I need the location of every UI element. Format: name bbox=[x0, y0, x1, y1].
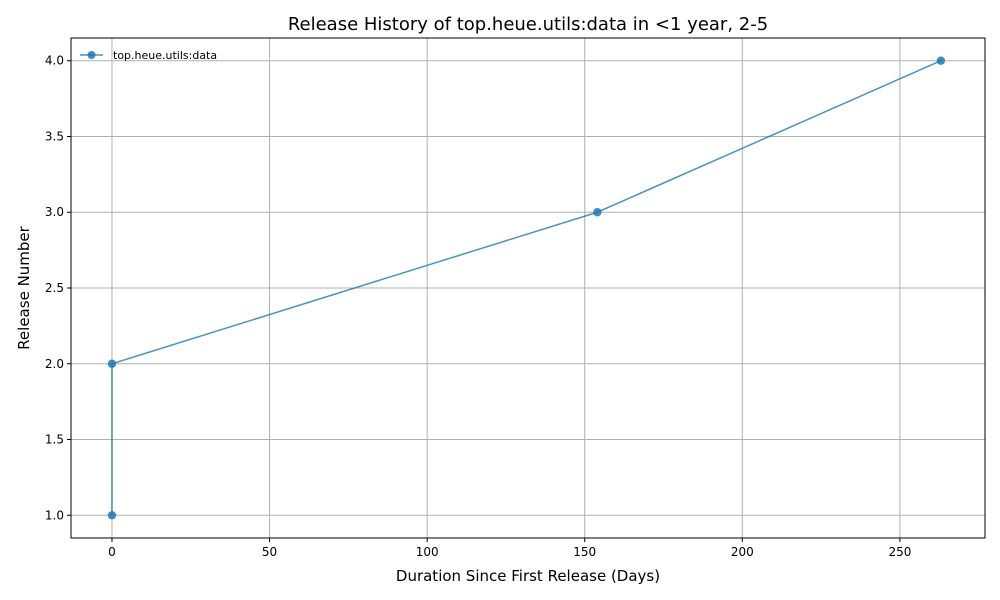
series-line bbox=[111, 60, 942, 516]
y-tick-label: 3.0 bbox=[45, 205, 64, 219]
x-tick-label: 0 bbox=[108, 545, 116, 559]
legend-entry-label: top.heue.utils:data bbox=[113, 49, 217, 62]
x-tick-label: 150 bbox=[573, 545, 596, 559]
data-point bbox=[107, 511, 117, 520]
x-axis-ticks: 0 50 100 150 200 250 bbox=[108, 538, 911, 559]
grid-lines bbox=[71, 38, 985, 538]
chart-title: Release History of top.heue.utils:data i… bbox=[288, 14, 768, 35]
data-point bbox=[936, 56, 946, 65]
data-point bbox=[593, 208, 602, 217]
x-tick-label: 100 bbox=[416, 545, 439, 559]
y-axis-ticks: 1.0 1.5 2.0 2.5 3.0 3.5 4.0 bbox=[45, 54, 71, 522]
data-point bbox=[107, 359, 117, 368]
y-tick-label: 4.0 bbox=[45, 54, 64, 68]
legend: top.heue.utils:data bbox=[80, 49, 217, 62]
y-tick-label: 2.5 bbox=[45, 281, 64, 295]
y-axis-label: Release Number bbox=[15, 225, 33, 349]
series-layer bbox=[107, 56, 946, 520]
x-tick-label: 250 bbox=[888, 545, 911, 559]
legend-marker-swatch bbox=[87, 51, 96, 59]
x-axis-label: Duration Since First Release (Days) bbox=[396, 567, 660, 585]
x-tick-label: 200 bbox=[731, 545, 754, 559]
y-tick-label: 3.5 bbox=[45, 129, 64, 143]
y-tick-label: 1.0 bbox=[45, 508, 64, 522]
y-tick-label: 1.5 bbox=[45, 433, 64, 447]
x-tick-label: 50 bbox=[262, 545, 277, 559]
y-tick-label: 2.0 bbox=[45, 357, 64, 371]
